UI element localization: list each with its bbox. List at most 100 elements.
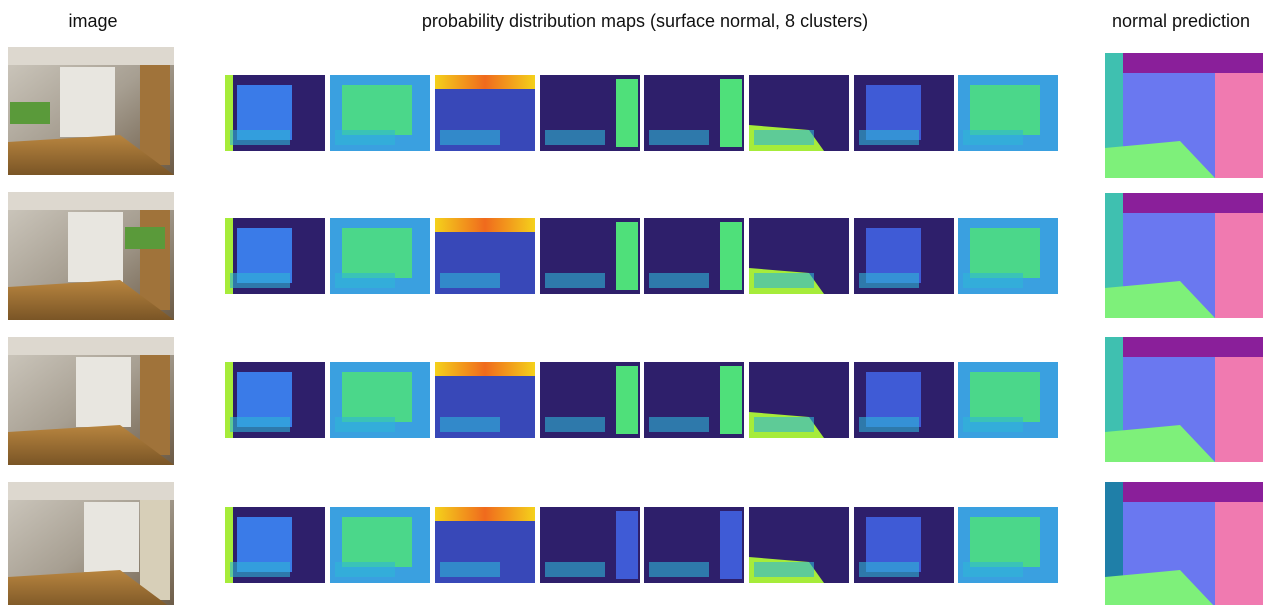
probability-map	[540, 75, 640, 151]
normal-floor	[1105, 141, 1215, 178]
map-ceiling	[435, 218, 535, 232]
photo-door	[140, 500, 170, 600]
map-region	[342, 228, 412, 278]
probability-map	[330, 507, 430, 583]
photo	[8, 337, 174, 465]
map-floor	[230, 562, 290, 577]
normal-ceiling	[1105, 193, 1263, 213]
normal-right-wall	[1215, 73, 1263, 178]
map-strip	[225, 507, 233, 583]
photo-plant	[125, 227, 165, 249]
normal-floor	[1105, 281, 1215, 318]
map-floor	[649, 273, 709, 288]
map-region	[616, 511, 638, 579]
normal-left-wall	[1105, 482, 1123, 605]
photo	[8, 482, 174, 605]
normal-right-wall	[1215, 502, 1263, 605]
photo-door	[140, 65, 170, 165]
photo-wall	[84, 502, 139, 572]
map-floor	[754, 417, 814, 432]
probability-map	[644, 218, 744, 294]
map-region	[342, 372, 412, 422]
map-floor	[545, 130, 605, 145]
map-region	[616, 79, 638, 147]
map-floor	[545, 273, 605, 288]
map-floor	[230, 417, 290, 432]
photo	[8, 47, 174, 175]
map-floor	[440, 130, 500, 145]
normal-map	[1105, 482, 1263, 605]
map-region	[616, 222, 638, 290]
map-floor	[859, 562, 919, 577]
photo-ceiling	[8, 192, 174, 210]
probability-map	[958, 362, 1058, 438]
map-floor	[440, 273, 500, 288]
probability-map	[225, 362, 325, 438]
map-floor	[335, 273, 395, 288]
map-region	[720, 366, 742, 434]
probability-map	[958, 218, 1058, 294]
map-ceiling	[435, 362, 535, 376]
normal-floor	[1105, 570, 1214, 605]
probability-map	[854, 75, 954, 151]
probability-map	[540, 507, 640, 583]
map-floor	[859, 417, 919, 432]
map-region	[720, 511, 742, 579]
map-floor	[335, 130, 395, 145]
map-floor	[649, 130, 709, 145]
probability-map	[854, 507, 954, 583]
normal-map	[1105, 337, 1263, 462]
map-floor	[649, 562, 709, 577]
probability-map	[958, 75, 1058, 151]
map-floor	[963, 417, 1023, 432]
map-region	[342, 517, 412, 567]
normal-right-wall	[1215, 357, 1263, 462]
map-floor	[859, 273, 919, 288]
map-region	[342, 85, 412, 135]
map-floor	[859, 130, 919, 145]
photo-floor	[8, 135, 174, 175]
map-floor	[963, 273, 1023, 288]
probability-map	[749, 218, 849, 294]
probability-map	[330, 75, 430, 151]
map-floor	[545, 417, 605, 432]
photo-ceiling	[8, 47, 174, 65]
probability-map	[644, 75, 744, 151]
probability-map	[225, 218, 325, 294]
map-ceiling	[435, 75, 535, 89]
map-floor	[754, 273, 814, 288]
map-region	[720, 222, 742, 290]
photo-floor	[8, 280, 174, 320]
map-floor	[335, 562, 395, 577]
map-strip	[225, 218, 233, 294]
normal-ceiling	[1105, 482, 1263, 502]
probability-map	[540, 362, 640, 438]
probability-map	[435, 362, 535, 438]
map-floor	[963, 562, 1023, 577]
probability-map	[435, 218, 535, 294]
map-floor	[649, 417, 709, 432]
probability-map	[644, 362, 744, 438]
probability-map	[749, 75, 849, 151]
probability-map	[958, 507, 1058, 583]
photo-wall	[60, 67, 115, 137]
photo-wall	[68, 212, 123, 282]
photo-door	[140, 355, 170, 455]
map-strip	[225, 75, 233, 151]
map-floor	[335, 417, 395, 432]
probability-map	[435, 75, 535, 151]
map-floor	[754, 130, 814, 145]
probability-map	[749, 507, 849, 583]
map-floor	[963, 130, 1023, 145]
photo-floor	[8, 425, 174, 465]
column-title: normal prediction	[1112, 11, 1250, 31]
probability-map	[435, 507, 535, 583]
probability-map	[854, 218, 954, 294]
column-title: probability distribution maps (surface n…	[422, 11, 868, 31]
map-region	[970, 517, 1040, 567]
normal-right-wall	[1215, 213, 1263, 318]
normal-floor	[1105, 425, 1215, 462]
probability-map	[644, 507, 744, 583]
photo-ceiling	[8, 482, 174, 500]
map-region	[970, 85, 1040, 135]
